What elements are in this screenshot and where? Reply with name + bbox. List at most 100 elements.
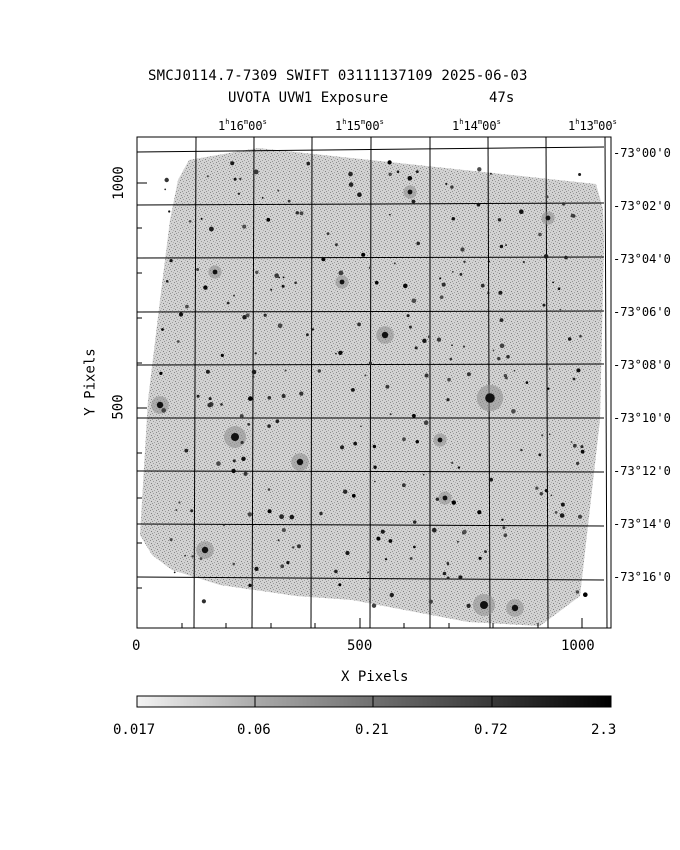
- star: [413, 545, 416, 549]
- star: [477, 510, 482, 515]
- star: [220, 403, 223, 406]
- star: [497, 356, 501, 361]
- star: [466, 603, 471, 609]
- star: [237, 192, 241, 195]
- star: [572, 443, 577, 448]
- star: [484, 550, 487, 553]
- star: [557, 287, 561, 291]
- star: [459, 273, 463, 276]
- star: [247, 423, 251, 426]
- y-tick-label: 1000: [110, 166, 127, 200]
- star: [424, 373, 429, 378]
- star: [287, 199, 291, 203]
- star: [201, 599, 206, 604]
- image-title: SMCJ0114.7-7309 SWIFT 03111137109 2025-0…: [148, 68, 528, 84]
- star: [351, 493, 356, 498]
- star: [522, 260, 525, 264]
- star: [538, 453, 542, 457]
- star: [385, 384, 390, 389]
- y-tick-label: 500: [110, 394, 127, 420]
- star: [576, 461, 580, 465]
- star: [416, 241, 421, 246]
- x-tick-label: 500: [347, 638, 373, 654]
- star: [445, 182, 448, 185]
- star: [447, 377, 451, 382]
- colorbar-tick-label: 2.3: [591, 722, 617, 738]
- star: [393, 262, 396, 265]
- star: [568, 337, 572, 341]
- star: [188, 220, 192, 223]
- star: [451, 344, 453, 347]
- star: [572, 377, 576, 381]
- star: [449, 357, 453, 361]
- star: [212, 269, 218, 275]
- star: [184, 448, 189, 453]
- star: [209, 226, 214, 232]
- star: [501, 518, 504, 521]
- star: [165, 280, 169, 283]
- star: [446, 576, 450, 580]
- star: [321, 257, 326, 262]
- star: [412, 413, 416, 418]
- star: [428, 599, 433, 604]
- y-ticks: [137, 182, 147, 589]
- star: [164, 188, 167, 191]
- star: [176, 340, 180, 343]
- star: [413, 520, 417, 524]
- star: [334, 569, 338, 574]
- star: [267, 396, 272, 400]
- star: [208, 397, 212, 401]
- star: [296, 458, 304, 466]
- star: [384, 558, 388, 561]
- star: [299, 211, 304, 216]
- star: [239, 177, 242, 181]
- dec-tick-label: -73°06'0: [613, 305, 671, 319]
- star: [232, 459, 236, 463]
- star: [281, 284, 285, 288]
- star: [169, 538, 173, 542]
- star: [343, 489, 348, 494]
- star: [345, 550, 350, 556]
- star: [216, 461, 221, 466]
- star: [441, 282, 446, 287]
- star: [156, 401, 164, 409]
- star: [292, 546, 295, 549]
- ra-tick-label: 1h13m00s: [568, 118, 617, 134]
- star: [402, 483, 406, 488]
- star: [542, 303, 546, 307]
- star: [317, 369, 321, 373]
- star: [446, 398, 450, 402]
- star: [411, 199, 416, 204]
- star: [281, 394, 286, 398]
- star: [279, 514, 284, 520]
- star: [294, 281, 297, 285]
- star: [439, 295, 444, 300]
- star: [564, 255, 568, 260]
- star: [243, 471, 248, 476]
- star: [231, 468, 236, 474]
- star: [570, 213, 575, 218]
- star: [207, 403, 212, 408]
- star: [480, 283, 485, 288]
- star: [570, 441, 573, 443]
- star: [267, 424, 271, 428]
- star: [463, 260, 466, 263]
- star: [548, 433, 551, 436]
- star: [240, 440, 244, 445]
- star: [267, 488, 271, 491]
- star: [388, 539, 393, 543]
- ra-tick-label: 1h14m00s: [452, 118, 501, 134]
- star: [368, 588, 371, 591]
- star: [456, 540, 459, 543]
- star: [289, 514, 295, 520]
- star: [367, 571, 369, 574]
- star: [205, 369, 210, 374]
- star: [442, 495, 448, 501]
- ra-tick-label: 1h16m00s: [218, 118, 267, 134]
- star: [297, 544, 301, 549]
- star: [230, 161, 235, 166]
- star: [513, 369, 516, 372]
- star: [497, 218, 502, 222]
- star: [578, 514, 582, 519]
- star: [274, 273, 280, 279]
